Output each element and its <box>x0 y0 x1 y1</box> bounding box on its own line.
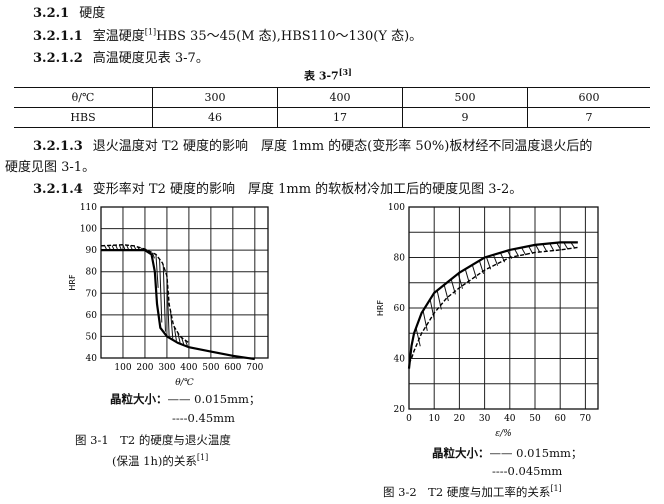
hatch-mark <box>521 247 527 256</box>
para-3-2-1-3: 3.2.1.3 退火温度对 T2 硬度的影响 厚度 1mm 的硬态(变形率 50%… <box>33 139 593 154</box>
figure-3-1-caption: 图 3-1 T2 的硬度与退火温度 <box>75 433 231 447</box>
x-tick-label: 300 <box>158 363 175 373</box>
hatch-mark <box>471 264 478 279</box>
y-tick-label: 60 <box>86 311 98 321</box>
x-axis-label: ε/% <box>495 429 511 439</box>
table-title: 表 3-7[3] <box>304 67 352 83</box>
y-tick-label: 70 <box>86 289 98 299</box>
legend-item-2: ----0.045mm <box>492 464 563 478</box>
y-tick-label: 100 <box>388 203 405 213</box>
hatch-mark <box>556 242 562 251</box>
hatch-mark <box>422 310 428 331</box>
para-3-2-1-4: 3.2.1.4 变形率对 T2 硬度的影响 厚度 1mm 的软板材冷加工后的硬度见… <box>33 182 523 197</box>
para-3-2-1-2: 3.2.1.2 高温硬度见表 3-7。 <box>33 51 209 66</box>
hatch-mark <box>173 326 177 341</box>
x-tick-label: 500 <box>202 363 219 373</box>
x-tick-label: 400 <box>180 363 197 373</box>
hatch-mark <box>436 290 442 310</box>
y-tick-label: 90 <box>86 246 98 256</box>
legend-title-2: 晶粒大小：—— 0.015mm； <box>432 446 583 460</box>
series-line-0.015mm <box>101 249 255 361</box>
y-tick-label: 100 <box>80 225 97 235</box>
x-tick-label: 50 <box>529 414 541 424</box>
hatch-mark <box>429 299 435 320</box>
para-3-2-1-3-cont: 硬度见图 3-1。 <box>5 160 96 175</box>
y-tick-label: 40 <box>394 355 406 365</box>
hatch-mark <box>443 284 449 302</box>
x-tick-label: 70 <box>580 414 592 424</box>
figure-3-2-caption: 图 3-2 T2 硬度与加工率的关系[1] <box>383 484 562 499</box>
table-header-row: θ/℃ 300 400 500 600 <box>14 87 650 108</box>
plot-frame <box>100 206 269 359</box>
hatch-mark <box>535 244 541 253</box>
hatch-mark <box>159 259 163 323</box>
y-tick-label: 20 <box>394 405 406 415</box>
legend-title-1: 晶粒大小：—— 0.015mm； <box>110 392 261 406</box>
y-axis-label: HRF <box>68 274 77 291</box>
x-tick-label: 10 <box>428 414 440 424</box>
hardness-table: θ/℃ 300 400 500 600 HBS 46 17 9 7 <box>14 87 650 128</box>
heading-3-2-1: 3.2.1 硬度 <box>33 6 106 21</box>
x-axis-label: θ/℃ <box>175 378 194 388</box>
para-3-2-1-1: 3.2.1.1 室温硬度[1]HBS 35～45(M 态),HBS110～130(… <box>33 27 423 44</box>
y-tick-label: 110 <box>80 203 97 213</box>
x-tick-label: 40 <box>504 414 516 424</box>
x-tick-label: 600 <box>224 363 241 373</box>
series-line-0.015mm <box>407 241 578 369</box>
x-tick-label: 700 <box>246 363 263 373</box>
hatch-mark <box>457 273 463 289</box>
y-axis-label: HRF <box>376 300 385 317</box>
y-tick-label: 40 <box>86 354 98 364</box>
table-row: HBS 46 17 9 7 <box>14 107 650 128</box>
figure-3-2-chart: 0 10 20 30 40 50 60 70 20 40 60 80 100 ε/% HRF <box>376 203 599 439</box>
x-tick-label: 30 <box>479 414 491 424</box>
x-tick-label: 200 <box>136 363 153 373</box>
hatch-mark <box>151 252 155 259</box>
hatch-mark <box>155 254 159 288</box>
figure-3-1-chart: 100 200 300 400 500 600 700 40 50 60 70 80 90 100 110 θ… <box>68 203 269 388</box>
x-tick-label: 0 <box>406 414 412 424</box>
hatch-mark <box>162 265 166 332</box>
hatch-mark <box>549 243 555 252</box>
hatch-mark <box>563 242 569 250</box>
hatch-mark <box>415 327 421 347</box>
figure-3-1-caption-2: (保温 1h)的关系[1] <box>112 453 209 468</box>
series-line-0.045mm <box>408 246 578 364</box>
x-tick-label: 60 <box>554 414 566 424</box>
hatch-mark <box>492 254 499 266</box>
legend-item-1: ----0.45mm <box>172 411 235 425</box>
series-line-0.45mm <box>100 244 190 344</box>
y-tick-label: 80 <box>394 254 406 264</box>
x-tick-label: 20 <box>454 414 466 424</box>
x-tick-label: 100 <box>114 363 131 373</box>
hatch-mark <box>542 243 548 252</box>
y-tick-label: 50 <box>86 332 98 342</box>
y-tick-label: 60 <box>394 304 406 314</box>
y-tick-label: 80 <box>86 268 98 278</box>
plot-frame <box>408 206 599 410</box>
